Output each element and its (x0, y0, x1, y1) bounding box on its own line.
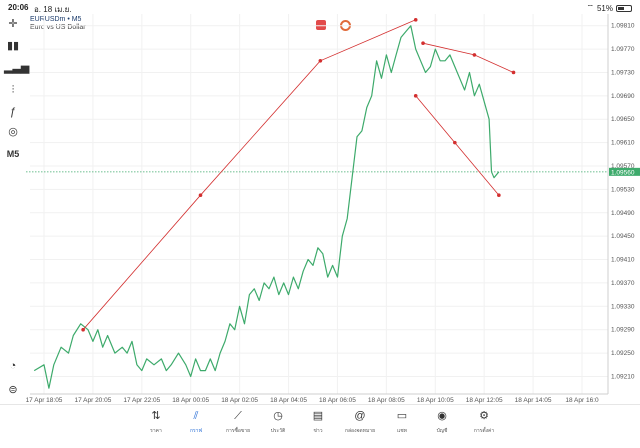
y-tick-label: 1.09210 (611, 373, 635, 380)
battery-fill (618, 6, 625, 10)
indicators-icon[interactable]: ⫶ (11, 84, 15, 96)
x-tick-label: 18 Apr 10:05 (417, 397, 454, 404)
left-toolbar: ✛ ▮▮ ▂▃▅ ⫶ ƒ ◎ M5 ◔ ⊜ (0, 14, 29, 414)
x-tick-label: 18 Apr 04:05 (270, 397, 307, 404)
x-tick-label: 18 Apr 12:05 (466, 397, 503, 404)
trendline-anchor (413, 18, 418, 22)
current-price-label: 1.09560 (611, 169, 635, 176)
y-tick-label: 1.09410 (611, 257, 635, 264)
y-tick-label: 1.09730 (611, 69, 635, 76)
y-tick-label: 1.09810 (611, 23, 635, 30)
nav-mailbox[interactable]: @ กล่องจดหมาย (340, 409, 380, 435)
status-bar: 20:06 อ. 18 เม.ย. ⌔ 51% (0, 0, 640, 14)
y-tick-label: 1.09530 (611, 186, 635, 193)
price-line-series (33, 25, 500, 389)
trendline-anchor (318, 58, 323, 63)
nav-quotes[interactable]: ⇅ ราคา (136, 409, 176, 435)
trendline (422, 42, 514, 73)
mailbox-icon: @ (354, 410, 366, 422)
x-tick-label: 17 Apr 20:05 (74, 397, 111, 404)
timeframe-button[interactable]: M5 (6, 149, 20, 159)
symbol-title[interactable]: EURUSDm • M5 (30, 16, 82, 23)
one-click-trading-icon[interactable]: ⊜ (8, 384, 18, 396)
speedometer-icon[interactable]: ◔ (9, 360, 17, 372)
y-tick-label: 1.09330 (611, 303, 635, 310)
x-tick-label: 18 Apr 14:05 (515, 397, 552, 404)
nav-news[interactable]: ▤ ข่าว (298, 409, 338, 435)
clock: 20:06 (8, 3, 29, 12)
current-price-badge (609, 167, 640, 176)
symbol-description: Euro vs US Dollar (30, 24, 86, 31)
y-tick-label: 1.09290 (611, 327, 635, 334)
y-tick-label: 1.09250 (611, 350, 635, 357)
candles-icon[interactable]: ▮▮ (6, 40, 20, 52)
trendline-anchor (413, 94, 418, 98)
trendline (82, 19, 416, 330)
nav-trade[interactable]: ⟋ การซื้อขาย (218, 409, 258, 435)
sell-button[interactable] (316, 20, 326, 30)
x-tick-label: 17 Apr 22:05 (123, 397, 160, 404)
y-tick-label: 1.09770 (611, 46, 635, 53)
function-icon[interactable]: ƒ (9, 106, 17, 118)
trendline-anchor (421, 41, 425, 46)
chat-icon: ▭ (396, 410, 408, 422)
date: อ. 18 เม.ย. (34, 5, 72, 14)
y-tick-label: 1.09370 (611, 280, 635, 287)
x-tick-label: 18 Apr 08:05 (368, 397, 405, 404)
objects-icon[interactable]: ◎ (8, 126, 18, 138)
chart-icon: ⫽ (193, 410, 199, 422)
nav-history[interactable]: ◷ ประวัติ (258, 409, 298, 435)
x-tick-label: 18 Apr 02:05 (221, 397, 258, 404)
trendline-anchor (511, 70, 516, 75)
trendline-anchor (497, 193, 501, 198)
trade-icon: ⟋ (234, 410, 242, 422)
price-chart[interactable]: 1.09810 1.09770 1.09730 1.09690 1.09650 1.096… (0, 0, 640, 404)
x-tick-label: 18 Apr 06:05 (319, 397, 356, 404)
battery-icon (616, 4, 632, 12)
crosshair-icon[interactable]: ✛ (8, 18, 18, 30)
quotes-icon: ⇅ (151, 410, 161, 422)
x-tick-label: 18 Apr 00:05 (172, 397, 209, 404)
trendline-anchor (472, 53, 477, 57)
trendline-anchor (198, 193, 203, 198)
nav-chart[interactable]: ⫽ กราฟ (176, 409, 216, 435)
y-tick-label: 1.09690 (611, 93, 635, 100)
nav-settings[interactable]: ⚙ การตั้งค่า (464, 409, 504, 435)
x-tick-label: 17 Apr 18:05 (26, 397, 63, 404)
y-tick-label: 1.09610 (611, 140, 635, 147)
settings-icon: ⚙ (479, 410, 489, 422)
nav-chat[interactable]: ▭ แชท (382, 409, 422, 435)
x-tick-label: 18 Apr 16:0 (565, 397, 599, 404)
status-right: ⌔ 51% (586, 3, 632, 13)
y-tick-label: 1.09650 (611, 116, 635, 123)
y-tick-label: 1.09570 (611, 163, 635, 170)
trendline-anchor (453, 140, 457, 145)
history-icon: ◷ (273, 410, 283, 422)
y-tick-label: 1.09450 (611, 233, 635, 240)
y-tick-label: 1.09490 (611, 210, 635, 217)
trendline-anchor (81, 327, 85, 332)
account-icon: ◉ (437, 410, 447, 422)
wifi-icon: ⌔ (586, 3, 594, 12)
bottom-nav: ⇅ ราคา ⫽ กราฟ ⟋ การซื้อขาย ◷ ประวัติ ▤ ข่าว @… (0, 404, 640, 448)
news-icon: ▤ (312, 410, 324, 422)
battery-percent: 51% (596, 3, 613, 13)
nav-account[interactable]: ◉ บัญชี (422, 409, 462, 435)
